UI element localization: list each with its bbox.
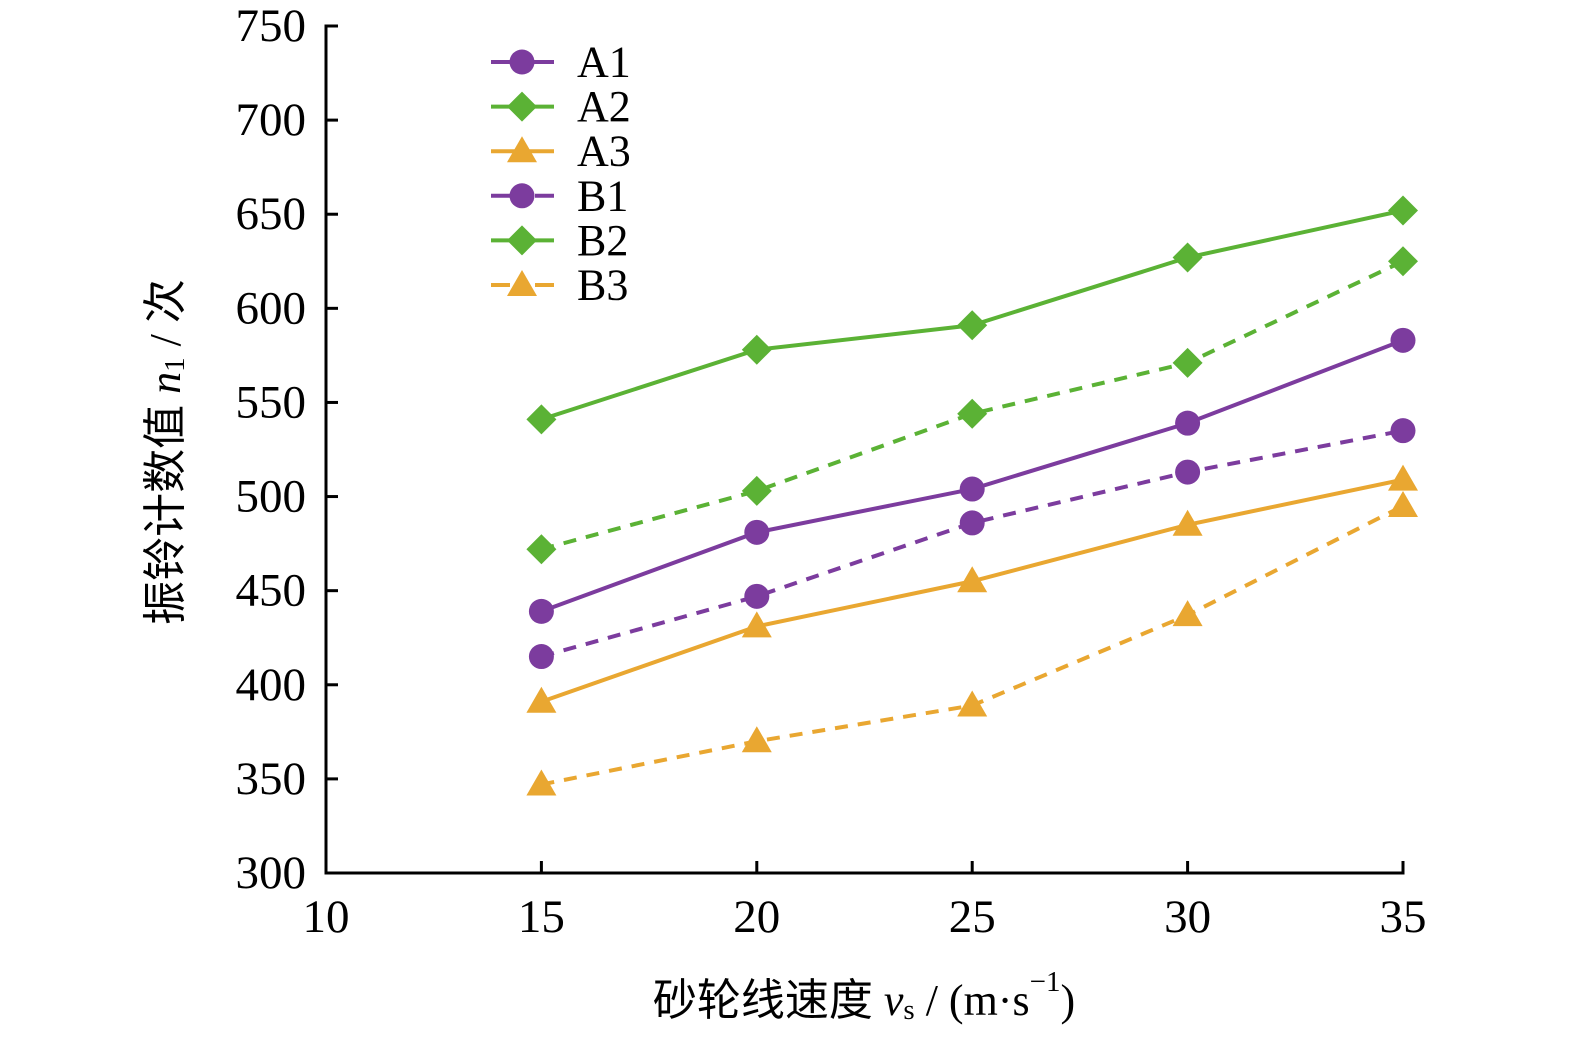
y-tick-label: 600 [236,282,307,334]
data-point-A3 [957,566,988,593]
x-axis-title: 砂轮线速度 vs / (m·s−1) [653,966,1075,1026]
x-axis-unit: / (m·s [915,976,1030,1025]
series-line-B2 [540,259,1404,552]
x-tick-label: 25 [949,891,996,943]
data-point-A1 [1390,327,1416,353]
legend-item-B2: B2 [491,216,628,265]
data-point-A1 [959,476,985,502]
data-point-B1 [744,583,770,609]
data-point-A3 [741,611,772,638]
legend-label-A3: A3 [577,127,631,176]
legend-label-A2: A2 [577,82,631,131]
x-axis-title-text: 砂轮线速度 [653,976,884,1025]
y-tick-label: 550 [236,376,307,428]
y-tick-label: 300 [236,847,307,899]
legend-item-A1: A1 [491,38,631,87]
data-point-B2 [526,534,557,565]
data-point-A1 [744,519,770,545]
legend-item-B3: B3 [491,261,628,310]
data-point-B1 [528,644,554,670]
data-point-B2 [1172,347,1203,378]
data-point-B2 [957,398,988,429]
y-tick-label: 700 [236,94,307,146]
data-point-A3 [1172,509,1203,536]
legend-marker-A1 [509,49,535,75]
y-tick-label: 350 [236,753,307,805]
data-point-A2 [526,404,557,435]
legend-marker-A2 [507,91,537,122]
data-point-B3 [741,726,772,753]
data-point-A2 [957,310,988,341]
x-axis-symbol: v [884,976,904,1025]
series-A3 [526,464,1418,713]
x-axis-unit-exponent: −1 [1030,966,1061,998]
data-point-B1 [959,510,985,536]
x-tick-label: 10 [303,891,350,943]
data-point-B2 [1388,246,1418,277]
data-point-A1 [1175,410,1201,436]
y-tick-label: 750 [236,0,307,52]
data-point-B1 [1390,418,1416,444]
data-point-A2 [1388,195,1418,226]
legend-label-B3: B3 [577,261,628,310]
y-tick-label: 400 [236,659,307,711]
legend-item-A2: A2 [491,82,631,131]
series-B2 [526,246,1418,565]
x-tick-label: 20 [733,891,780,943]
data-point-A1 [528,598,554,624]
y-tick-label: 500 [236,471,307,523]
legend-item-B1: B1 [491,171,628,220]
data-point-B3 [1388,490,1418,517]
x-tick-label: 30 [1164,891,1211,943]
series-line-B1 [540,428,1404,659]
series-B3 [526,490,1418,796]
data-point-A2 [741,334,772,365]
y-axis-symbol: n [141,372,190,394]
x-axis-symbol-subscript: s [903,994,914,1026]
legend-marker-B3 [507,270,537,296]
series-A2 [526,195,1418,435]
series-A1 [528,327,1416,624]
data-point-B3 [957,690,988,717]
legend-item-A3: A3 [491,127,631,176]
series-B1 [528,418,1416,670]
legend-label-B2: B2 [577,216,628,265]
data-point-B1 [1175,459,1201,485]
data-point-A3 [1388,464,1418,491]
legend-marker-B2 [507,225,537,256]
data-point-B2 [741,475,772,506]
data-point-B3 [526,769,557,796]
y-axis-title-text: 振铃计数值 [141,394,190,625]
x-tick-label: 15 [518,891,565,943]
x-axis-unit-close: ) [1060,976,1075,1025]
data-point-B3 [1172,600,1203,627]
y-axis-symbol-subscript: 1 [159,357,191,372]
x-tick-label: 35 [1380,891,1427,943]
legend-label-A1: A1 [577,38,631,87]
legend-label-B1: B1 [577,171,628,220]
y-tick-label: 650 [236,188,307,240]
data-point-A2 [1172,242,1203,273]
legend-marker-A3 [507,136,537,163]
legend-marker-B1 [509,183,535,209]
data-point-A3 [526,686,557,713]
y-axis-unit: / 次 [141,279,190,357]
axis-ticks: 10 15 20 25 30 35 300 350 400 450 500 550 600 650 700 7… [236,0,1427,943]
y-axis-title: 振铃计数值 n1 / 次 [141,279,192,625]
plot-area [526,195,1418,796]
y-tick-label: 450 [236,565,307,617]
